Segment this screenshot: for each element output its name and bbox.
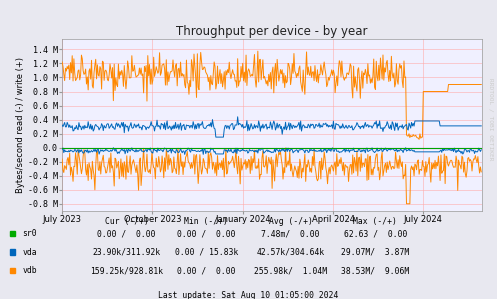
Text: 159.25k/928.81k: 159.25k/928.81k <box>90 266 164 275</box>
Text: Min (-/+): Min (-/+) <box>184 217 228 226</box>
Text: vdb: vdb <box>22 266 37 275</box>
Text: 255.98k/  1.04M: 255.98k/ 1.04M <box>254 266 328 275</box>
Text: Last update: Sat Aug 10 01:05:00 2024: Last update: Sat Aug 10 01:05:00 2024 <box>159 291 338 299</box>
Text: 0.00 / 15.83k: 0.00 / 15.83k <box>174 248 238 257</box>
Text: 29.07M/  3.87M: 29.07M/ 3.87M <box>341 248 410 257</box>
Text: 0.00 /  0.00: 0.00 / 0.00 <box>97 229 156 238</box>
Text: 0.00 /  0.00: 0.00 / 0.00 <box>177 266 236 275</box>
Text: 62.63 /  0.00: 62.63 / 0.00 <box>343 229 407 238</box>
Text: 38.53M/  9.06M: 38.53M/ 9.06M <box>341 266 410 275</box>
Y-axis label: Bytes/second read (-) / write (+): Bytes/second read (-) / write (+) <box>16 57 25 193</box>
Title: Throughput per device - by year: Throughput per device - by year <box>176 25 368 38</box>
Text: Avg (-/+): Avg (-/+) <box>269 217 313 226</box>
Text: Cur (-/+): Cur (-/+) <box>105 217 149 226</box>
Text: 23.90k/311.92k: 23.90k/311.92k <box>92 248 161 257</box>
Text: sr0: sr0 <box>22 229 37 238</box>
Text: 0.00 /  0.00: 0.00 / 0.00 <box>177 229 236 238</box>
Text: RRDTOOL / TOBI OETIKER: RRDTOOL / TOBI OETIKER <box>489 78 494 161</box>
Text: vda: vda <box>22 248 37 257</box>
Text: 42.57k/304.64k: 42.57k/304.64k <box>256 248 325 257</box>
Text: 7.48m/  0.00: 7.48m/ 0.00 <box>261 229 320 238</box>
Text: Max (-/+): Max (-/+) <box>353 217 397 226</box>
